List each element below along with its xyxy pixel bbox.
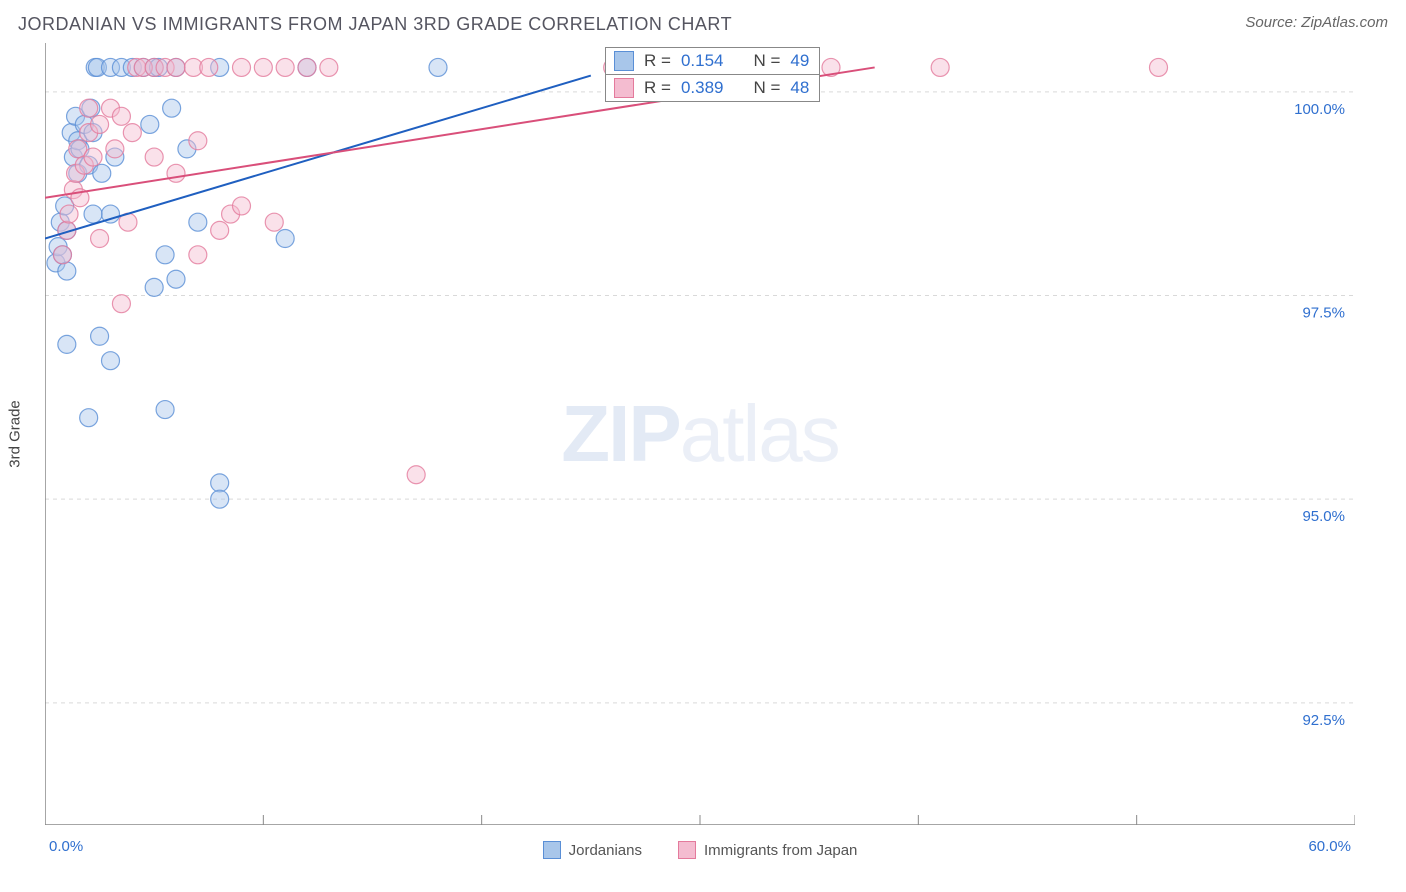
data-point [80,409,98,427]
chart-area: 3rd Grade ZIPatlas 100.0%97.5%95.0%92.5%… [45,43,1355,825]
legend-label: Immigrants from Japan [704,842,857,859]
data-point [167,58,185,76]
data-point [156,401,174,419]
n-value: 48 [790,78,809,98]
data-point [91,115,109,133]
data-point [91,327,109,345]
data-point [112,107,130,125]
data-point [211,221,229,239]
info-row: R = 0.389 N = 48 [606,74,819,101]
data-point [276,58,294,76]
data-point [200,58,218,76]
y-tick-label: 100.0% [1294,101,1345,118]
legend-item: Jordanians [543,841,642,859]
source-label: Source: ZipAtlas.com [1245,14,1388,31]
data-point [141,115,159,133]
header: JORDANIAN VS IMMIGRANTS FROM JAPAN 3RD G… [0,0,1406,43]
data-point [407,466,425,484]
data-point [211,474,229,492]
data-point [298,58,316,76]
data-point [91,230,109,248]
info-row: R = 0.154 N = 49 [606,48,819,74]
data-point [211,490,229,508]
data-point [112,295,130,313]
data-point [167,270,185,288]
r-value: 0.154 [681,51,724,71]
info-swatch [614,51,634,71]
data-point [156,246,174,264]
n-label: N = [753,78,780,98]
r-value: 0.389 [681,78,724,98]
n-value: 49 [790,51,809,71]
y-tick-label: 97.5% [1302,305,1345,322]
data-point [145,278,163,296]
data-point [93,164,111,182]
data-point [189,132,207,150]
data-point [123,124,141,142]
legend: Jordanians Immigrants from Japan [45,841,1355,859]
data-point [84,148,102,166]
scatter-chart: 100.0% 97.5% 95.0% 92.5% [45,43,1355,825]
data-point [145,148,163,166]
data-point [53,246,71,264]
data-point [320,58,338,76]
data-point [254,58,272,76]
data-point [84,205,102,223]
legend-swatch [543,841,561,859]
chart-title: JORDANIAN VS IMMIGRANTS FROM JAPAN 3RD G… [18,14,732,35]
data-point [265,213,283,231]
data-point [233,197,251,215]
trend-line [45,76,591,239]
data-point [429,58,447,76]
data-point [233,58,251,76]
data-point [163,99,181,117]
data-point [167,164,185,182]
y-axis-label: 3rd Grade [7,400,24,468]
data-point [189,213,207,231]
data-point [1150,58,1168,76]
legend-label: Jordanians [569,842,642,859]
data-point [931,58,949,76]
legend-item: Immigrants from Japan [678,841,857,859]
data-point [102,352,120,370]
data-point [60,205,78,223]
data-point [58,335,76,353]
legend-swatch [678,841,696,859]
data-point [189,246,207,264]
r-label: R = [644,51,671,71]
r-label: R = [644,78,671,98]
info-swatch [614,78,634,98]
data-point [276,230,294,248]
data-point [80,99,98,117]
n-label: N = [753,51,780,71]
data-point [58,262,76,280]
y-tick-label: 92.5% [1302,712,1345,729]
data-point [106,140,124,158]
correlation-info-box: R = 0.154 N = 49 R = 0.389 N = 48 [605,47,820,102]
y-tick-label: 95.0% [1302,508,1345,525]
